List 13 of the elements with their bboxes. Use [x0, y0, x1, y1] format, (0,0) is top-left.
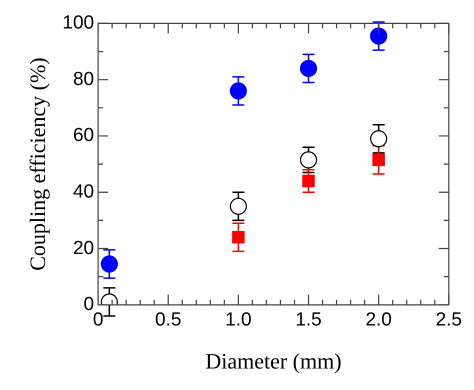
y-axis-title: Coupling efficiency (%) [24, 57, 50, 271]
x-tick-label: 0.5 [155, 309, 182, 330]
x-tick-label: 1.5 [295, 309, 322, 330]
y-tick-label: 40 [72, 181, 94, 202]
x-tick-label: 2.0 [365, 309, 392, 330]
x-tick-label: 1.0 [225, 309, 252, 330]
y-tick-label: 80 [72, 68, 94, 90]
y-tick-label: 100 [62, 12, 94, 34]
y-tick-label: 0 [84, 294, 94, 316]
x-tick-label: 2.5 [436, 309, 462, 330]
y-tick-label: 20 [72, 238, 94, 259]
x-axis-title: Diameter (mm) [205, 348, 342, 374]
y-tick-label: 60 [72, 125, 94, 146]
